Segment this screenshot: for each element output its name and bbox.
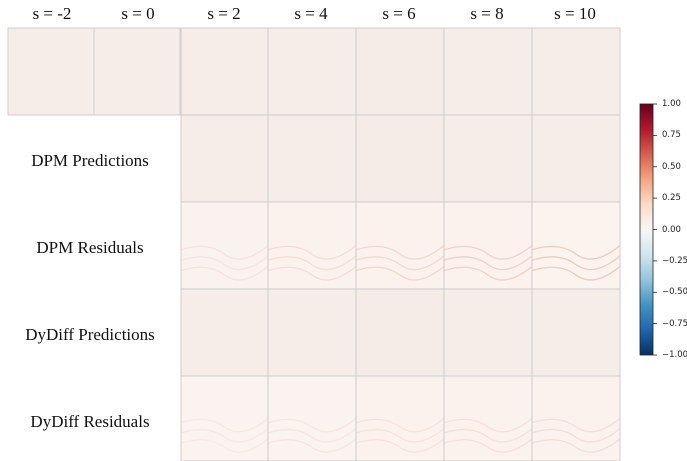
- colorbar-gradient: [639, 103, 654, 356]
- panel-resid_dpm-3: [267, 201, 357, 290]
- panel-truth-5: [443, 27, 533, 116]
- colorbar-tick-label: −1.00: [662, 350, 687, 360]
- panel-truth-0: [7, 27, 95, 116]
- panel-pred-5: [443, 114, 533, 203]
- panel-grid: [7, 27, 621, 461]
- panel-truth-4: [355, 27, 445, 116]
- panel-truth-1: [93, 27, 181, 116]
- panel-pred-6: [531, 114, 621, 203]
- row-label-dpm-predictions: DPM Predictions: [31, 151, 149, 170]
- panel-pred-5: [443, 288, 533, 377]
- panel-resid_dpm-6: [531, 201, 621, 290]
- panel-pred-4: [355, 288, 445, 377]
- panel-pred-3: [267, 288, 357, 377]
- colorbar-tick-label: −0.25: [662, 255, 687, 266]
- column-header-s-4: s = 4: [294, 4, 328, 23]
- colorbar-tick-marks: [653, 103, 657, 356]
- row-label-dydiff-predictions: DyDiff Predictions: [25, 325, 155, 344]
- row-label-dpm-residuals: DPM Residuals: [36, 238, 144, 257]
- column-header-s-10: s = 10: [554, 4, 596, 23]
- column-header-s-0: s = 0: [121, 4, 155, 23]
- panel-pred-6: [531, 288, 621, 377]
- panel-truth-6: [531, 27, 621, 116]
- panel-truth-2: [180, 27, 269, 116]
- colorbar-tick-label: −0.50: [662, 287, 687, 298]
- panel-resid_dydiff-4: [355, 375, 445, 461]
- panel-pred-2: [180, 114, 269, 203]
- colorbar-tick-label: −0.75: [662, 318, 687, 329]
- panel-truth-3: [267, 27, 357, 116]
- colorbar-tick-label: 0.25: [662, 193, 681, 204]
- colorbar: [639, 103, 657, 356]
- panel-resid_dpm-2: [180, 201, 269, 290]
- colorbar-tick-label: 0.50: [662, 161, 681, 172]
- panel-resid_dydiff-2: [180, 375, 269, 461]
- row-label-dydiff-residuals: DyDiff Residuals: [30, 412, 150, 431]
- colorbar-tick-label: 1.00: [662, 99, 681, 109]
- column-header-s-2: s = 2: [207, 4, 241, 23]
- column-header-s-6: s = 6: [382, 4, 416, 23]
- column-header-s-8: s = 8: [470, 4, 504, 23]
- panel-resid_dpm-5: [443, 201, 533, 290]
- colorbar-tick-label: 0.00: [662, 224, 681, 235]
- panel-resid_dydiff-6: [531, 375, 621, 461]
- panel-pred-3: [267, 114, 357, 203]
- column-header-s-neg2: s = -2: [32, 4, 72, 23]
- panel-pred-2: [180, 288, 269, 377]
- panel-resid_dydiff-3: [267, 375, 357, 461]
- panel-resid_dydiff-5: [443, 375, 533, 461]
- panel-resid_dpm-4: [355, 201, 445, 290]
- colorbar-tick-label: 0.75: [662, 130, 681, 141]
- panel-pred-4: [355, 114, 445, 203]
